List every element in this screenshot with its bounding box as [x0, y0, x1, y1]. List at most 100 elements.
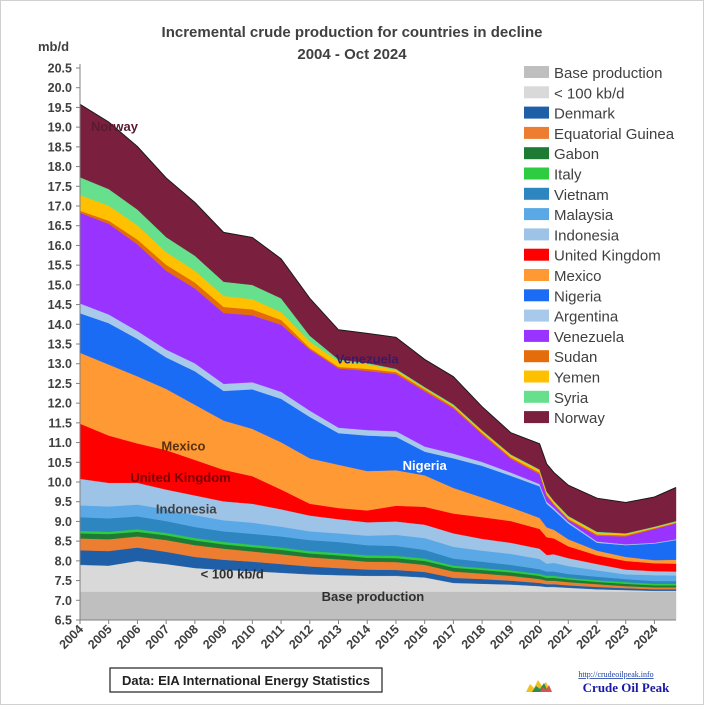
legend-label: Equatorial Guinea: [554, 126, 675, 143]
y-tick-label: 8.0: [55, 554, 72, 568]
legend-swatch: [524, 147, 549, 160]
legend-swatch: [524, 187, 549, 200]
annotation-united-kingdom: United Kingdom: [130, 470, 230, 485]
legend-label: Nigeria: [554, 288, 602, 305]
legend-label: Sudan: [554, 349, 597, 366]
legend-item-norway: Norway: [524, 410, 605, 427]
legend-swatch: [524, 350, 549, 363]
legend-item-vietnam: Vietnam: [524, 187, 609, 204]
legend-item-equatorial-guinea: Equatorial Guinea: [524, 126, 675, 143]
y-tick-label: 12.5: [48, 377, 72, 391]
legend-item-italy: Italy: [524, 167, 582, 184]
legend-swatch: [524, 66, 549, 78]
legend-swatch: [524, 167, 549, 180]
legend-label: Norway: [554, 410, 605, 427]
legend-item-denmark: Denmark: [524, 106, 615, 123]
legend-item-malaysia: Malaysia: [524, 207, 614, 224]
legend-label: < 100 kb/d: [554, 85, 624, 102]
y-tick-label: 10.5: [48, 456, 72, 470]
legend-item-argentina: Argentina: [524, 309, 619, 326]
legend-label: Mexico: [554, 268, 602, 285]
annotation-base-production: Base production: [322, 589, 425, 604]
y-tick-label: 12.0: [48, 397, 72, 411]
legend-item-100-kb-d: < 100 kb/d: [524, 85, 624, 102]
legend-item-mexico: Mexico: [524, 268, 602, 285]
legend-swatch: [524, 208, 549, 221]
legend-swatch: [524, 248, 549, 261]
annotation-indonesia: Indonesia: [156, 502, 217, 517]
chart-title: Incremental crude production for countri…: [162, 24, 543, 41]
legend-item-base-production: Base production: [524, 65, 662, 82]
legend-label: Syria: [554, 390, 589, 407]
y-tick-label: 17.0: [48, 200, 72, 214]
y-tick-label: 8.5: [55, 535, 72, 549]
legend-item-gabon: Gabon: [524, 146, 599, 163]
legend-label: Yemen: [554, 370, 600, 387]
legend-item-united-kingdom: United Kingdom: [524, 248, 661, 265]
y-tick-label: 16.5: [48, 219, 72, 233]
annotation-mexico: Mexico: [161, 438, 205, 453]
area-series-group: [79, 103, 677, 621]
legend-swatch: [524, 228, 549, 241]
y-tick-label: 9.5: [55, 495, 72, 509]
y-tick-label: 13.0: [48, 357, 72, 371]
annotation-100-kb-d: < 100 kb/d: [201, 567, 264, 582]
y-axis: 6.5 7.0 7.5 8.0 8.5 9.0 9.5 10.0 10.5 11.0 11.5 12.…: [48, 62, 81, 628]
total-outline: [79, 103, 677, 504]
chart-subtitle: 2004 - Oct 2024: [297, 46, 407, 63]
annotation-nigeria: Nigeria: [403, 458, 448, 473]
y-tick-label: 14.5: [48, 298, 72, 312]
y-tick-label: 11.0: [48, 436, 72, 450]
legend-item-sudan: Sudan: [524, 349, 597, 366]
y-tick-label: 15.0: [48, 278, 72, 292]
legend-label: Indonesia: [554, 227, 620, 244]
source-box: [109, 667, 383, 693]
y-tick-label: 19.5: [48, 101, 72, 115]
legend-label: Base production: [554, 65, 662, 82]
legend-label: Denmark: [554, 106, 615, 123]
y-tick-label: 20.0: [48, 81, 72, 95]
legend-swatch: [524, 411, 549, 424]
logo-url[interactable]: http://crudeoilpeak.info: [578, 670, 653, 679]
legend-label: Argentina: [554, 309, 619, 326]
legend-swatch: [524, 269, 549, 281]
legend-swatch: [524, 86, 549, 99]
legend-swatch: [524, 106, 549, 119]
logo-name: Crude Oil Peak: [583, 680, 670, 695]
y-tick-label: 18.5: [48, 140, 72, 154]
legend-swatch: [524, 289, 549, 302]
y-tick-label: 9.0: [55, 515, 72, 529]
legend-item-yemen: Yemen: [524, 370, 600, 387]
y-tick-label: 20.5: [48, 62, 72, 76]
legend-swatch: [524, 370, 549, 383]
y-tick-label: 18.0: [48, 160, 72, 174]
y-tick-label: 14.0: [48, 318, 72, 332]
legend-swatch: [524, 309, 549, 322]
y-tick-label: 15.5: [48, 259, 72, 273]
y-tick-label: 11.5: [48, 416, 72, 430]
y-tick-label: 10.0: [48, 476, 72, 490]
y-tick-label: 13.5: [48, 338, 72, 352]
annotation-venezuela: Venezuela: [336, 352, 400, 367]
logo-graphic-icon: [526, 680, 552, 692]
legend-swatch: [524, 329, 549, 342]
y-tick-label: 19.0: [48, 121, 72, 135]
y-axis-unit: mb/d: [38, 39, 69, 54]
legend-swatch: [524, 126, 549, 139]
legend-item-venezuela: Venezuela: [524, 329, 625, 346]
legend-item-syria: Syria: [524, 390, 589, 407]
area-annotations: Norway Venezuela Mexico Nigeria United Kingd…: [91, 119, 447, 604]
logo: http://crudeoilpeak.info Crude Oil Peak: [526, 670, 670, 695]
y-tick-label: 7.0: [55, 594, 72, 608]
legend: Base production < 100 kb/d Denmark Equatori…: [524, 65, 675, 427]
y-tick-label: 7.5: [55, 574, 72, 588]
legend-label: United Kingdom: [554, 248, 661, 265]
legend-label: Malaysia: [554, 207, 614, 224]
annotation-norway: Norway: [91, 119, 139, 134]
y-tick-label: 17.5: [48, 180, 72, 194]
legend-label: Gabon: [554, 146, 599, 163]
source-note: Data: EIA International Energy Statistic…: [122, 673, 370, 688]
legend-label: Vietnam: [554, 187, 609, 204]
